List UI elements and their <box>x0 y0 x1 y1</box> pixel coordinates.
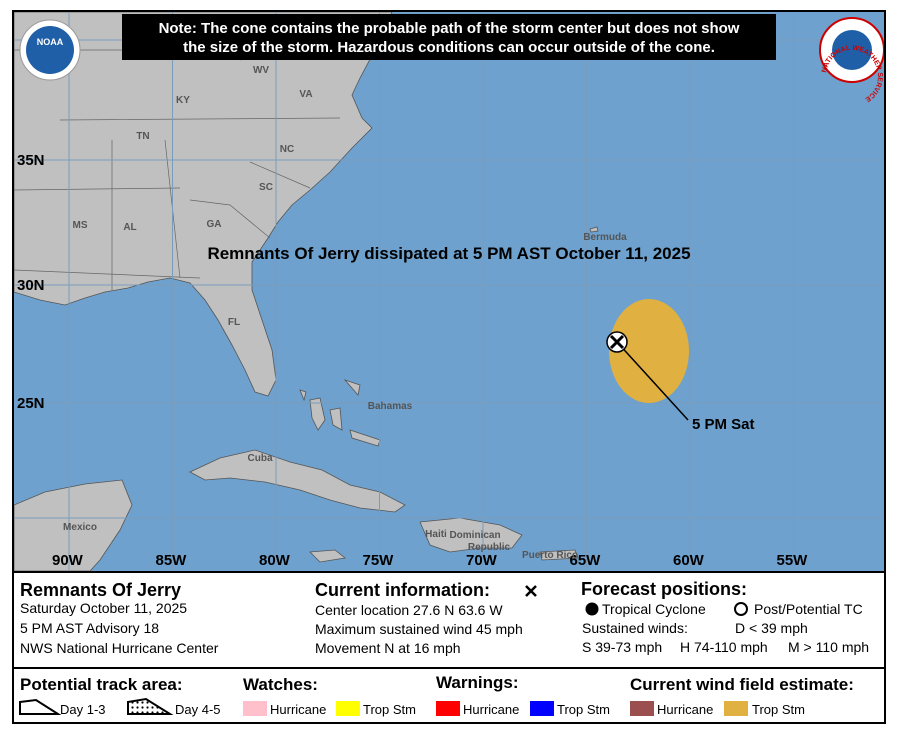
day45: Day 4-5 <box>175 702 221 717</box>
place-label: Haiti <box>425 529 447 540</box>
current-title: Current information: <box>315 580 490 600</box>
day45-icon <box>127 697 174 715</box>
track-title: Potential track area: <box>20 675 183 694</box>
watch-item: Trop Stm <box>363 702 416 717</box>
swatch <box>336 701 360 716</box>
bermuda <box>589 226 599 233</box>
hispaniola <box>419 517 523 553</box>
place-label: Puerto Rico <box>522 550 578 561</box>
bahamas <box>299 379 381 447</box>
forecast-title: Forecast positions: <box>581 579 747 599</box>
longitude-label: 60W <box>673 552 705 569</box>
place-label: TN <box>136 131 149 142</box>
longitude-label: 70W <box>466 552 498 569</box>
swatch <box>630 701 654 716</box>
place-labels: WV KY VA TN NC SC MS AL GA FL Bermuda Bahamas Cuba Me… <box>63 65 627 561</box>
wind-title: Current wind field estimate: <box>630 675 854 694</box>
place-label: NC <box>280 144 294 155</box>
swatch <box>530 701 554 716</box>
place-label: Republic <box>468 542 511 553</box>
storm-advisory: 5 PM AST Advisory 18 <box>20 620 159 636</box>
forecast-tropical: Tropical Cyclone <box>602 601 706 617</box>
current-x <box>525 585 537 597</box>
swatch <box>436 701 460 716</box>
wind-item: Hurricane <box>657 702 713 717</box>
place-label: Dominican <box>449 530 500 541</box>
storm-label: 5 PM Sat <box>692 416 755 433</box>
place-label: VA <box>299 89 312 100</box>
forecast-h: H 74-110 mph <box>680 639 768 655</box>
watches-title: Watches: <box>243 675 318 694</box>
jamaica <box>309 549 346 563</box>
place-label: WV <box>253 65 269 76</box>
latitude-label: 25N <box>17 395 45 412</box>
watch-item: Hurricane <box>270 702 326 717</box>
longitude-label: 80W <box>259 552 291 569</box>
noaa-disc <box>26 26 74 74</box>
storm-date: Saturday October 11, 2025 <box>20 600 187 616</box>
headline: Remnants Of Jerry dissipated at 5 PM AST… <box>207 244 690 263</box>
nws-disc <box>832 30 872 70</box>
longitude-label: 65W <box>570 552 602 569</box>
day13: Day 1-3 <box>60 702 106 717</box>
forecast-m: M > 110 mph <box>788 639 869 655</box>
longitude-label: 75W <box>363 552 395 569</box>
puerto-rico <box>539 549 579 561</box>
storm-x <box>609 334 625 350</box>
place-label: FL <box>228 317 240 328</box>
us-land <box>14 12 393 397</box>
place-label: Cuba <box>248 453 273 464</box>
place-label: AL <box>123 222 136 233</box>
current-line: Center location 27.6 N 63.6 W <box>315 602 503 618</box>
day13-icon <box>19 698 62 715</box>
place-label: GA <box>207 219 222 230</box>
map: 90W 85W 80W 75W 70W 65W 60W 55W 35N 30N 25N 5 PM S… <box>14 12 884 571</box>
longitude-label: 85W <box>156 552 188 569</box>
current-line: Movement N at 16 mph <box>315 640 461 656</box>
longitude-label: 90W <box>52 552 84 569</box>
place-label: Mexico <box>63 522 97 533</box>
forecast-s: S 39-73 mph <box>582 639 662 655</box>
forecast-post: Post/Potential TC <box>754 601 863 617</box>
longitude-label: 55W <box>777 552 809 569</box>
current-line: Maximum sustained wind 45 mph <box>315 621 523 637</box>
warnings-title: Warnings: <box>436 673 518 692</box>
notice-box <box>122 14 776 60</box>
place-label: Bahamas <box>368 401 413 412</box>
forecast-winds: Sustained winds: <box>582 620 688 636</box>
storm-name: Remnants Of Jerry <box>20 580 181 600</box>
swatch <box>724 701 748 716</box>
place-label: Bermuda <box>583 232 627 243</box>
tc-symbol <box>585 602 599 616</box>
frame <box>12 10 886 724</box>
label-leader <box>616 341 689 421</box>
cuba <box>189 449 406 513</box>
place-label: MS <box>73 220 88 231</box>
latitude-label: 30N <box>17 277 45 294</box>
warning-item: Trop Stm <box>557 702 610 717</box>
latitude-label: 35N <box>17 152 45 169</box>
noaa-text: NOAA <box>37 37 64 47</box>
swatch <box>243 701 267 716</box>
wind-item: Trop Stm <box>752 702 805 717</box>
place-label: KY <box>176 95 190 106</box>
notice-line: the size of the storm. Hazardous conditi… <box>183 39 715 56</box>
storm-office: NWS National Hurricane Center <box>20 640 219 656</box>
post-tc-symbol <box>734 602 748 616</box>
wind-field <box>609 299 689 403</box>
place-label: SC <box>259 182 273 193</box>
forecast-d: D < 39 mph <box>735 620 808 636</box>
warning-item: Hurricane <box>463 702 519 717</box>
notice-line: Note: The cone contains the probable pat… <box>159 20 740 37</box>
